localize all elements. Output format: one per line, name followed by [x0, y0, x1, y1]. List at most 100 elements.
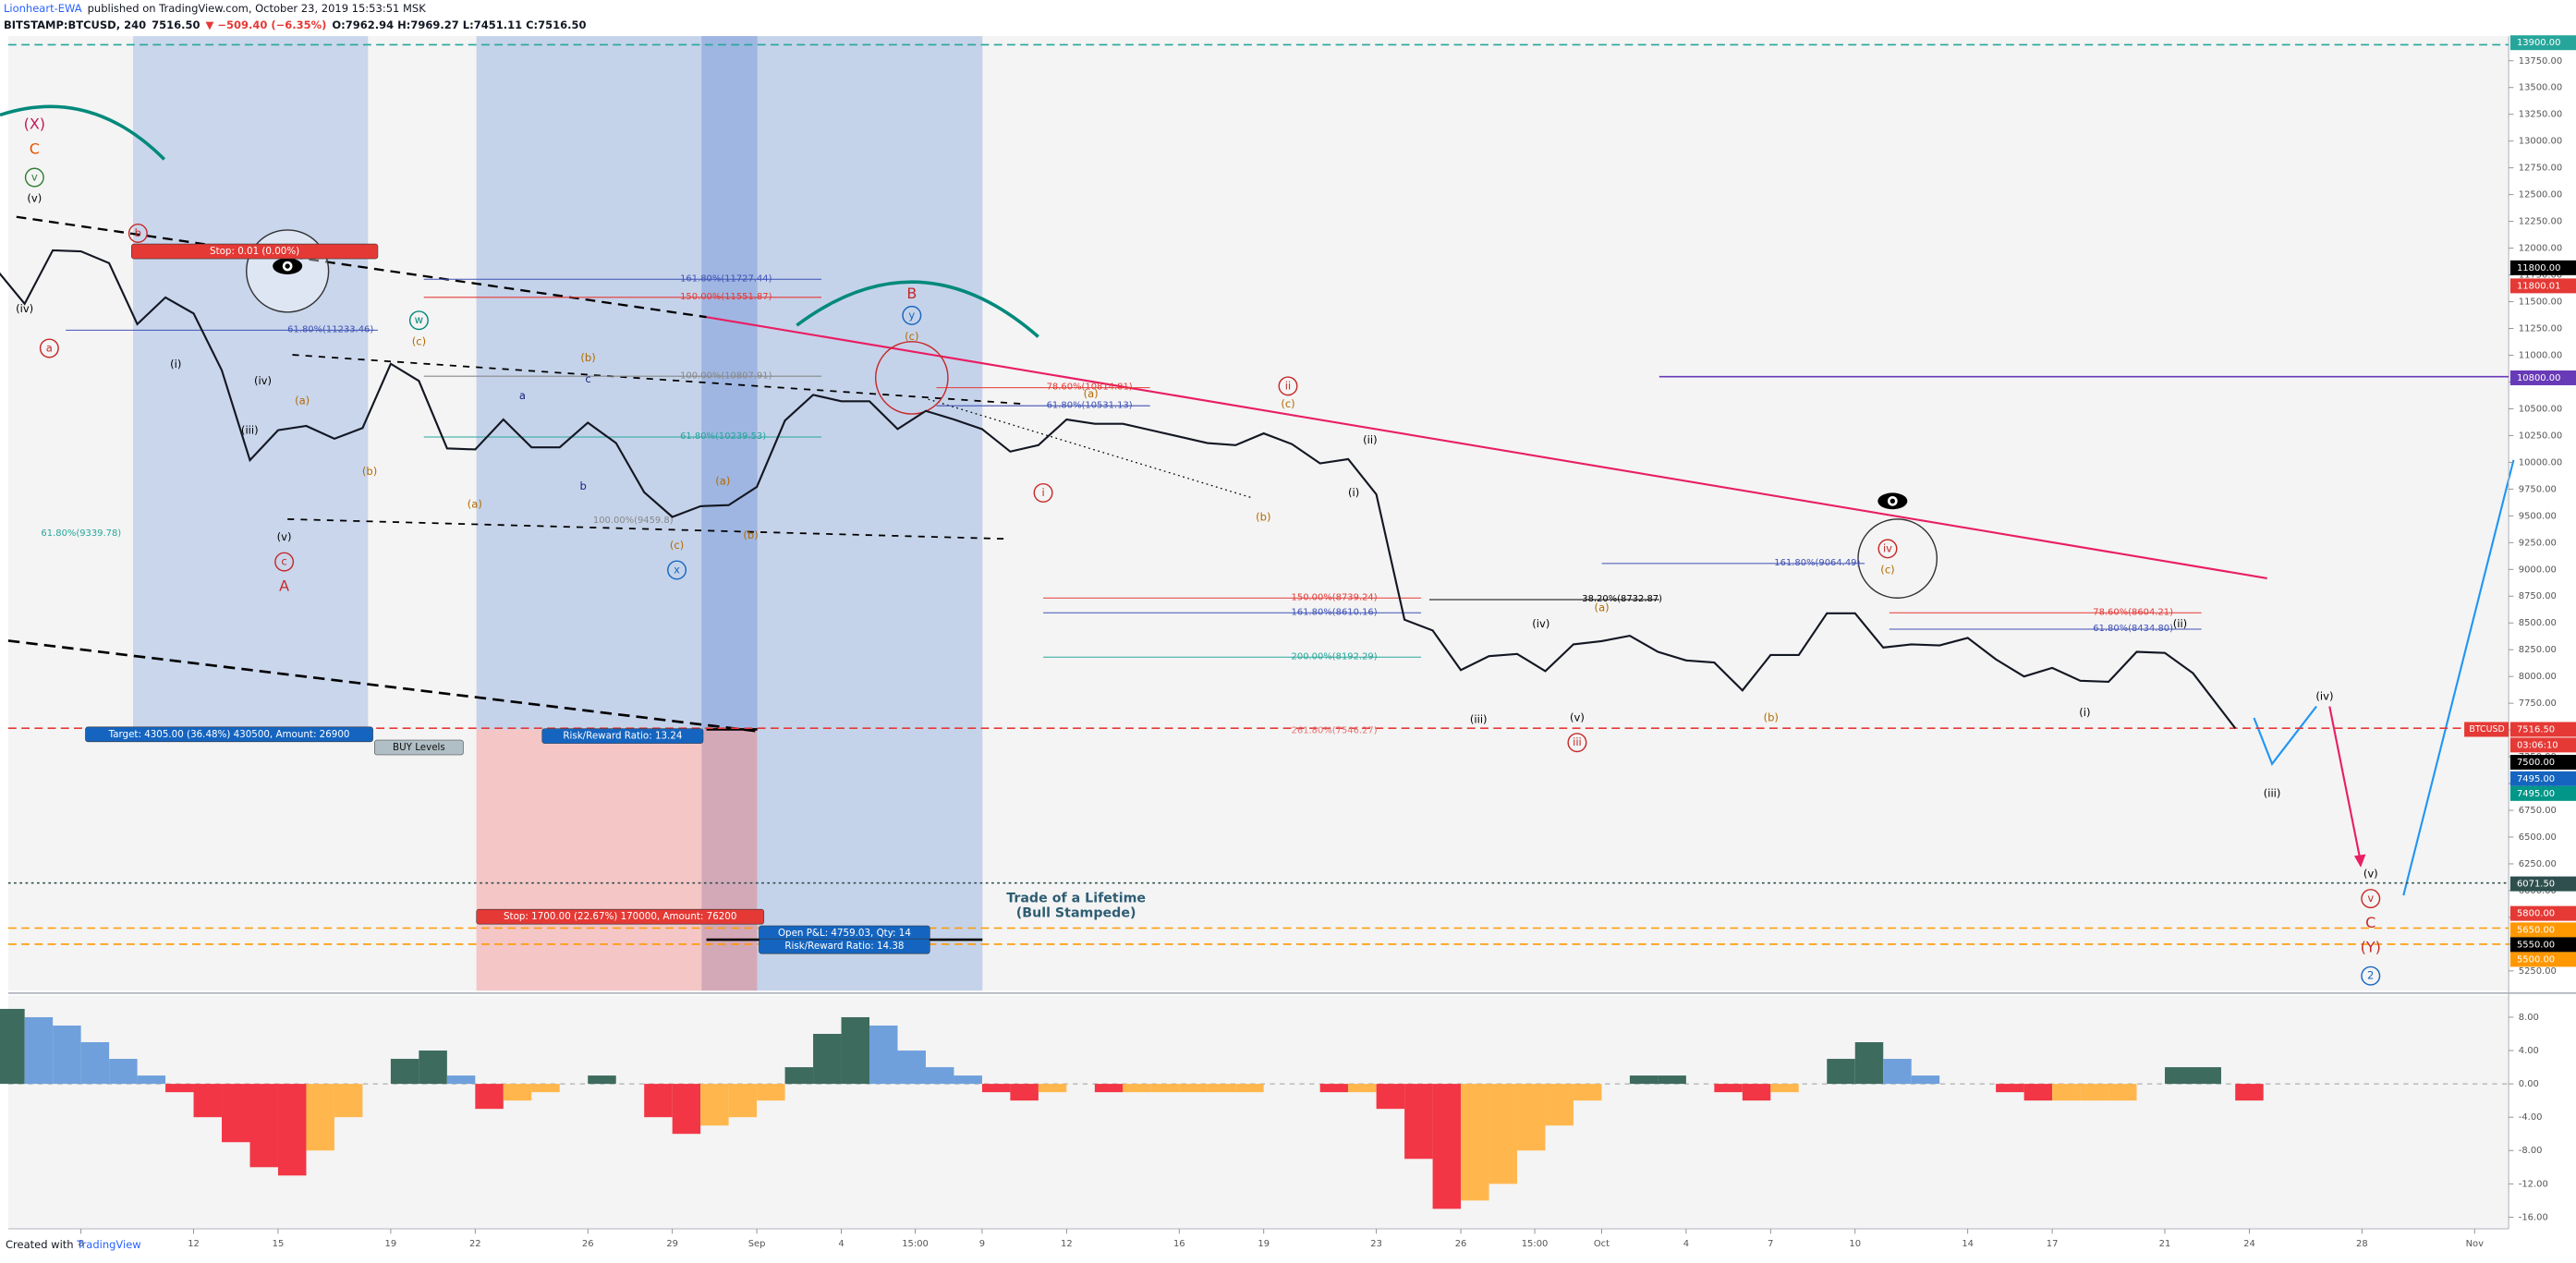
brand[interactable]: TradingView: [77, 1238, 141, 1251]
fib-label: 261.80%(7546.27): [1292, 725, 1378, 735]
price-label-box: [2509, 755, 2576, 771]
x-tick-label: 15: [273, 1239, 285, 1249]
price-label-box: [2509, 952, 2576, 967]
wave-label: (c): [905, 330, 918, 343]
oscillator-bar: [1854, 1042, 1884, 1085]
wave-label: (a): [715, 474, 730, 487]
price-label-box: [2509, 922, 2576, 938]
position-box: [130, 243, 379, 260]
indicator-background: [7, 995, 2509, 1230]
oscillator-bar: [2193, 1067, 2221, 1085]
x-tick-label: 4: [1683, 1239, 1689, 1249]
wave-label: v: [2367, 892, 2374, 905]
oscillator-bar: [1179, 1084, 1208, 1093]
y-tick-label: -16.00: [2519, 1212, 2548, 1222]
x-tick-label: 23: [1370, 1239, 1382, 1249]
header-line: BITSTAMP:BTCUSD, 240 7516.50 ▼ −509.40 (−6…: [4, 18, 592, 31]
author[interactable]: Lionheart-EWA: [4, 2, 82, 15]
header-line: Lionheart-EWA published on TradingView.co…: [4, 2, 431, 15]
oscillator-bar: [1123, 1084, 1151, 1093]
position-box: [476, 908, 765, 925]
fib-label: 100.00%(9459.8): [593, 516, 674, 526]
oscillator-bar: [249, 1084, 278, 1168]
oscillator-bar: [419, 1050, 447, 1085]
wave-label: (b): [1764, 711, 1779, 724]
oscillator-bar: [784, 1067, 814, 1085]
wave-label: c: [585, 372, 590, 385]
y-tick-label: 7750.00: [2519, 698, 2557, 709]
footer: Created with TradingView: [6, 1238, 141, 1251]
wave-label: (b): [362, 465, 377, 478]
wave-label: (iii): [2264, 786, 2281, 799]
trend-line: [928, 398, 1253, 499]
oscillator-bar: [165, 1084, 194, 1093]
oscillator-bar: [644, 1084, 673, 1118]
x-tick-label: Nov: [2466, 1239, 2485, 1249]
oscillator-bar: [24, 1016, 54, 1085]
position-box: [85, 726, 373, 743]
wave-circle: [1877, 539, 1898, 559]
stop-zone: [476, 729, 702, 991]
x-tick-label: 4: [838, 1239, 844, 1249]
oscillator-bar: [1996, 1084, 2024, 1093]
y-tick-label: 9750.00: [2519, 484, 2557, 494]
price-label: 5500.00: [2517, 954, 2555, 965]
y-tick-label: 10250.00: [2519, 431, 2562, 441]
fib-label: 78.60%(10814.81): [1047, 383, 1133, 393]
wave-circle: [274, 552, 295, 572]
wave-label: (i): [1348, 486, 1359, 499]
oscillator-bar: [1404, 1084, 1433, 1160]
trend-line: [706, 316, 2267, 579]
price-label: 7516.50: [2517, 724, 2555, 735]
wave-label: (iii): [241, 423, 259, 436]
price-label: 5800.00: [2517, 909, 2555, 919]
position-text: Stop: 1700.00 (22.67%) 170000, Amount: 7…: [504, 911, 736, 922]
fib-label: 61.80%(9339.78): [41, 528, 121, 539]
position-text: Stop: 0.01 (0.00%): [210, 246, 299, 257]
wave-label: ii: [1285, 379, 1291, 392]
change: ▼ −509.40 (−6.35%): [205, 18, 327, 31]
oscillator-bar: [757, 1084, 785, 1101]
wave-label: (i): [2079, 706, 2090, 719]
price-line-series: [0, 249, 2237, 729]
wave-label: (b): [743, 528, 758, 541]
oscillator-bar: [1573, 1084, 1602, 1101]
oscillator-bar: [1376, 1084, 1405, 1110]
stop-zone: [701, 729, 758, 991]
y-tick-label: 6750.00: [2519, 806, 2557, 816]
oscillator-bar: [2023, 1084, 2053, 1101]
y-tick-label: 12000.00: [2519, 244, 2562, 254]
wave-circle: [1567, 733, 1587, 753]
long-position-zone: [701, 36, 758, 730]
y-tick-label: 13500.00: [2519, 83, 2562, 93]
x-tick-label: 21: [2159, 1239, 2171, 1249]
y-tick-label: 12250.00: [2519, 217, 2562, 227]
x-tick-label: 7: [1768, 1239, 1773, 1249]
eye-icon: [273, 258, 303, 274]
position-text: Target: 4305.00 (36.48%) 430500, Amount:…: [108, 729, 350, 740]
price-label-box: [2509, 722, 2576, 737]
oscillator-bar: [813, 1034, 842, 1085]
fib-label: 61.80%(11233.46): [287, 325, 373, 335]
trend-line: [287, 517, 1006, 540]
position-box: [541, 728, 704, 744]
y-tick-label: 12750.00: [2519, 164, 2562, 174]
x-tick-label: 12: [1061, 1239, 1073, 1249]
symbol-badge: [2464, 722, 2509, 737]
y-tick-label: 11250.00: [2519, 324, 2562, 334]
wave-label: (iii): [1470, 712, 1488, 725]
x-tick-label: 19: [385, 1239, 397, 1249]
oscillator-bar: [2052, 1084, 2081, 1101]
oscillator-bar: [531, 1084, 560, 1093]
x-tick-label: 22: [469, 1239, 481, 1249]
published: published on TradingView.com, October 23…: [87, 2, 426, 15]
oscillator-bar: [390, 1059, 419, 1085]
oscillator-bar: [1461, 1084, 1489, 1201]
fib-label: 100.00%(10807.91): [680, 370, 772, 381]
wave-label: (b): [580, 351, 595, 364]
fib-label: 200.00%(8192.29): [1292, 651, 1378, 662]
y-tick-label: 5250.00: [2519, 966, 2557, 977]
oscillator-bar: [1038, 1084, 1067, 1093]
note: Trade of a Lifetime: [1006, 892, 1146, 906]
x-tick-label: 26: [1455, 1239, 1467, 1249]
